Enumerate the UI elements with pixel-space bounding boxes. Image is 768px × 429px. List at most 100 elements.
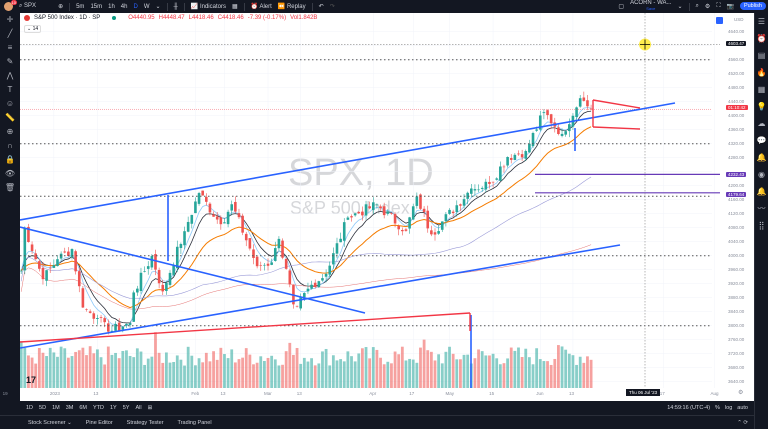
interval-w[interactable]: W xyxy=(143,3,150,10)
interval-5m[interactable]: 5m xyxy=(76,3,85,10)
replay-button[interactable]: ⏪ Replay xyxy=(278,3,306,10)
dom-icon[interactable]: ⣿ xyxy=(758,221,765,230)
lock-icon[interactable]: 🔒 xyxy=(5,155,15,164)
candle-body xyxy=(154,254,157,270)
gear-icon[interactable]: ⚙ xyxy=(704,4,711,10)
interval-1h[interactable]: 1h xyxy=(108,3,115,10)
range-1m[interactable]: 1M xyxy=(52,404,60,411)
panel-controls[interactable]: ⌃ ⟳ xyxy=(737,420,748,426)
emoji-icon[interactable]: ☺ xyxy=(5,99,15,108)
pattern-icon[interactable]: ⋀ xyxy=(6,71,14,80)
settings-icon[interactable]: ⚙ xyxy=(738,390,744,396)
range-5y[interactable]: 5Y xyxy=(122,404,130,411)
calendar-icon[interactable]: ▦ xyxy=(757,85,766,94)
range-1y[interactable]: 1Y xyxy=(109,404,117,411)
maximize-panel-icon[interactable]: ⟳ xyxy=(743,419,748,426)
templates-icon[interactable]: ▦ xyxy=(231,4,238,10)
volume-bar xyxy=(408,358,411,388)
undo-icon[interactable]: ↶ xyxy=(318,4,324,10)
symbol-title[interactable]: S&P 500 Index · 1D · SP xyxy=(34,15,101,21)
interval-4h[interactable]: 4h xyxy=(120,3,128,10)
tab-strategy-tester[interactable]: Strategy Tester xyxy=(126,419,164,426)
volume-bar xyxy=(154,332,157,388)
zoom-icon[interactable]: ⊕ xyxy=(6,127,14,136)
range-all[interactable]: All xyxy=(135,404,142,411)
range-6m[interactable]: 6M xyxy=(79,404,87,411)
bell-icon[interactable]: 🔔 xyxy=(756,187,767,196)
auto-toggle[interactable]: auto xyxy=(737,404,748,411)
chevron-down-icon[interactable]: ⌄ xyxy=(677,4,683,10)
ideas-icon[interactable]: 💡 xyxy=(756,102,767,111)
range-3m[interactable]: 3M xyxy=(65,404,74,411)
candle-body xyxy=(422,208,426,212)
volume-bar xyxy=(451,353,455,388)
volume-bar xyxy=(342,361,346,388)
trash-icon[interactable]: 🗑 xyxy=(4,183,16,192)
brush-icon[interactable]: ✎ xyxy=(6,57,14,66)
chat-icon[interactable]: 💬 xyxy=(756,136,767,145)
fib-icon[interactable]: ≡ xyxy=(7,43,13,52)
crosshair-icon[interactable]: ✛ xyxy=(6,15,14,24)
streams-icon[interactable]: ☁ xyxy=(757,119,766,128)
compare-icon[interactable] xyxy=(716,17,723,24)
tab-trading-panel[interactable]: Trading Panel xyxy=(177,419,212,426)
notifications-icon[interactable]: 🔔 xyxy=(756,153,767,162)
range-ytd[interactable]: YTD xyxy=(92,404,104,411)
range-5d[interactable]: 5D xyxy=(39,404,47,411)
candle-body xyxy=(586,100,589,107)
candle-body xyxy=(70,249,74,258)
fullscreen-icon[interactable]: ⛶ xyxy=(716,3,721,9)
chevron-up-icon[interactable]: ⌃ xyxy=(737,419,742,426)
alarm-icon: ⏰ xyxy=(250,4,259,10)
ohlc-close: C4418.46 xyxy=(217,15,244,21)
data-window-icon[interactable]: ▤ xyxy=(757,51,766,60)
camera-icon[interactable]: 📷 xyxy=(726,4,734,10)
ruler-icon[interactable]: 📏 xyxy=(5,113,15,122)
percent-toggle[interactable]: % xyxy=(715,404,720,411)
layout-icon[interactable]: ▢ xyxy=(618,4,625,10)
currency-label[interactable]: USD xyxy=(734,17,744,22)
quick-search-icon[interactable]: ⌕ xyxy=(695,3,699,9)
volume-bar xyxy=(582,362,586,388)
magnet-icon[interactable]: ∩ xyxy=(7,141,13,150)
pattern-icon[interactable]: 〰 xyxy=(757,204,766,213)
volume-bar xyxy=(524,348,528,388)
candle-body xyxy=(48,267,52,269)
watchlist-icon[interactable]: ☰ xyxy=(757,17,766,26)
publish-button[interactable]: Publish xyxy=(739,2,766,10)
text-icon[interactable]: T xyxy=(7,85,13,94)
trendline-icon[interactable]: ╱ xyxy=(7,29,13,38)
eye-icon[interactable]: 👁 xyxy=(4,169,16,178)
chart-pane[interactable]: SPX, 1D S&P 500 Index 17 xyxy=(20,13,754,401)
redo-icon[interactable]: ↷ xyxy=(329,4,335,10)
candle-body xyxy=(165,282,168,291)
alert-button[interactable]: ⏰ Alert xyxy=(251,3,272,10)
log-toggle[interactable]: log xyxy=(724,404,733,411)
candle-body xyxy=(150,256,154,268)
clock[interactable]: 14:59:16 (UTC-4) xyxy=(667,404,711,411)
price-tick: 3720.00 xyxy=(728,350,745,356)
indicators-collapse-button[interactable]: ⌄ 14 xyxy=(24,25,42,33)
broadcast-icon[interactable]: ◉ xyxy=(758,170,765,179)
indicators-button[interactable]: 📈 Indicators xyxy=(191,3,226,10)
layout-menu[interactable]: ACORN - WA... Save xyxy=(630,0,671,12)
goto-date-icon[interactable]: ⊞ xyxy=(147,404,153,411)
candle-body xyxy=(495,178,499,180)
interval-d[interactable]: D xyxy=(133,3,138,10)
chevron-down-icon[interactable]: ⌄ xyxy=(155,4,161,10)
tab-pine-editor[interactable]: Pine Editor xyxy=(85,419,113,426)
add-symbol-icon[interactable]: ⊕ xyxy=(58,4,64,10)
symbol-search[interactable]: ⌕ SPX xyxy=(19,3,36,10)
price-chart[interactable]: 17 xyxy=(20,13,754,401)
alarm-icon[interactable]: ⏰ xyxy=(756,34,767,43)
candle-body xyxy=(172,265,175,275)
interval-15m[interactable]: 15m xyxy=(90,3,103,10)
volume-bar xyxy=(437,354,441,388)
avatar[interactable]: 10 xyxy=(4,0,17,11)
price-tick: 4360.00 xyxy=(728,126,745,132)
range-1d[interactable]: 1D xyxy=(26,404,34,411)
hotlist-icon[interactable]: 🔥 xyxy=(756,68,767,77)
candles-icon[interactable]: ╫ xyxy=(173,3,178,10)
candle-body xyxy=(477,189,480,191)
tab-stock-screener[interactable]: Stock Screener ⌄ xyxy=(28,420,72,426)
